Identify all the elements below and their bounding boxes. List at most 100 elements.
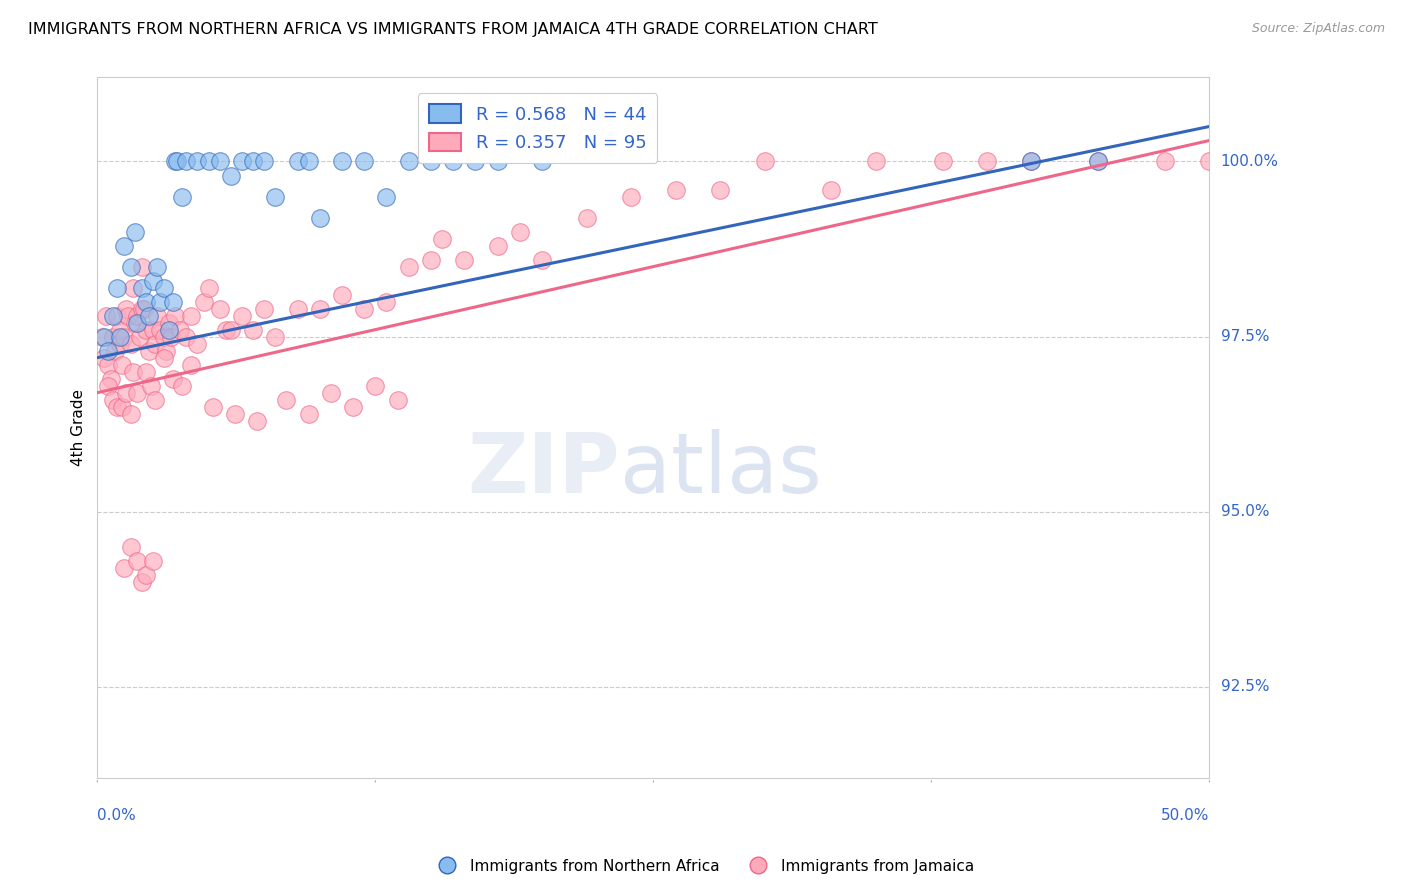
Point (242, 323, 264, 337)
Point (1154, 154, 1177, 169)
Point (142, 554, 165, 568)
Point (208, 154, 231, 169)
Point (420, 252, 443, 267)
Point (127, 309, 149, 323)
Point (215, 323, 238, 337)
Point (330, 154, 353, 169)
Point (104, 343, 127, 358)
Point (246, 414, 269, 428)
Point (105, 400, 128, 414)
Point (709, 182, 731, 196)
Point (162, 294, 184, 309)
Point (575, 211, 598, 225)
Point (111, 358, 134, 372)
Point (105, 309, 128, 323)
Point (865, 154, 887, 169)
Point (146, 260, 169, 274)
Point (398, 154, 420, 169)
Text: 97.5%: 97.5% (1220, 329, 1270, 344)
Point (120, 540, 142, 554)
Point (117, 309, 139, 323)
Point (186, 336, 208, 351)
Point (143, 392, 166, 407)
Point (131, 280, 153, 294)
Point (108, 323, 131, 337)
Point (101, 309, 124, 323)
Point (298, 407, 321, 421)
Text: IMMIGRANTS FROM NORTHERN AFRICA VS IMMIGRANTS FROM JAMAICA 4TH GRADE CORRELATION: IMMIGRANTS FROM NORTHERN AFRICA VS IMMIG… (28, 22, 877, 37)
Point (149, 323, 172, 337)
Point (242, 154, 264, 169)
Point (124, 225, 146, 239)
Point (120, 260, 142, 274)
Point (1021, 154, 1043, 169)
Point (153, 329, 176, 343)
Point (127, 554, 149, 568)
Point (219, 169, 242, 183)
Point (115, 301, 138, 316)
Point (976, 154, 998, 169)
Point (486, 238, 509, 252)
Point (1021, 154, 1043, 169)
Point (441, 154, 464, 169)
Point (153, 351, 176, 365)
Point (131, 301, 153, 316)
Point (162, 371, 184, 385)
Point (375, 189, 398, 203)
Point (100, 371, 122, 385)
Point (131, 574, 153, 589)
Point (96, 309, 118, 323)
Point (531, 252, 554, 267)
Point (287, 154, 309, 169)
Point (1198, 154, 1220, 169)
Text: 95.0%: 95.0% (1220, 504, 1270, 519)
Point (353, 301, 375, 316)
Point (135, 567, 157, 582)
Point (112, 561, 135, 575)
Point (398, 260, 420, 274)
Point (149, 294, 172, 309)
Point (139, 378, 162, 392)
Point (253, 154, 276, 169)
Point (127, 316, 149, 330)
Point (364, 378, 387, 392)
Point (115, 385, 138, 400)
Point (165, 309, 187, 323)
Point (219, 323, 242, 337)
Point (176, 329, 198, 343)
Point (101, 392, 124, 407)
Point (157, 316, 180, 330)
Point (108, 336, 131, 351)
Point (176, 154, 198, 169)
Point (111, 400, 134, 414)
Point (531, 154, 554, 169)
Point (157, 323, 180, 337)
Point (120, 336, 142, 351)
Point (375, 294, 398, 309)
Point (97, 343, 120, 358)
Point (135, 365, 157, 379)
Point (253, 301, 276, 316)
Point (124, 316, 146, 330)
Point (342, 400, 364, 414)
Point (170, 378, 193, 392)
Point (101, 329, 124, 343)
Point (298, 154, 321, 169)
Point (208, 301, 231, 316)
Point (509, 225, 531, 239)
Point (131, 260, 153, 274)
Point (165, 154, 187, 169)
Point (142, 323, 165, 337)
Point (1087, 154, 1109, 169)
Point (453, 252, 475, 267)
Point (197, 280, 219, 294)
Point (120, 407, 142, 421)
Point (820, 182, 842, 196)
Point (180, 358, 202, 372)
Point (128, 329, 150, 343)
Legend: Immigrants from Northern Africa, Immigrants from Jamaica: Immigrants from Northern Africa, Immigra… (426, 853, 980, 880)
Point (97, 358, 120, 372)
Point (143, 336, 166, 351)
Point (287, 301, 309, 316)
Point (387, 392, 409, 407)
